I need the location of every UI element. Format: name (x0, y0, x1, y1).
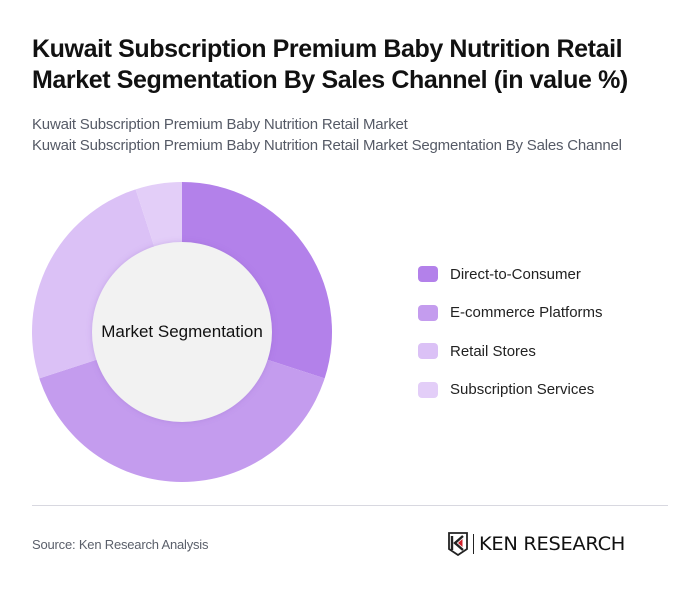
donut-svg (32, 182, 332, 482)
legend-swatch (418, 304, 438, 321)
legend-label: E-commerce Platforms (450, 304, 603, 321)
logo-text: KEN RESEARCH (479, 533, 626, 555)
legend-label: Retail Stores (450, 342, 536, 360)
donut-chart: Market Segmentation (32, 182, 332, 482)
legend-label: Direct-to-Consumer (450, 265, 581, 283)
legend-swatch (418, 381, 438, 398)
subtitle: Kuwait Subscription Premium Baby Nutriti… (32, 114, 692, 156)
legend-item-subscription-services[interactable]: Subscription Services (418, 380, 603, 400)
legend-swatch (418, 343, 438, 359)
legend-label: Subscription Services (450, 381, 595, 398)
subtitle-line-2: Kuwait Subscription Premium Baby Nutriti… (32, 137, 622, 154)
source-note: Source: Ken Research Analysis (32, 537, 209, 552)
legend: Direct-to-Consumer E-commerce Platforms … (418, 264, 603, 418)
ken-research-logo: KEN RESEARCH (448, 531, 626, 557)
footer-divider (32, 505, 668, 506)
legend-swatch (418, 266, 438, 282)
logo-separator (473, 534, 474, 554)
ken-research-shield-icon (448, 532, 468, 556)
donut-hole (92, 242, 272, 422)
subtitle-line-1: Kuwait Subscription Premium Baby Nutriti… (32, 116, 408, 133)
legend-item-direct-to-consumer[interactable]: Direct-to-Consumer (418, 264, 603, 284)
legend-item-retail-stores[interactable]: Retail Stores (418, 341, 603, 361)
page-title: Kuwait Subscription Premium Baby Nutriti… (32, 35, 628, 94)
legend-item-e-commerce-platforms[interactable]: E-commerce Platforms (418, 303, 603, 323)
